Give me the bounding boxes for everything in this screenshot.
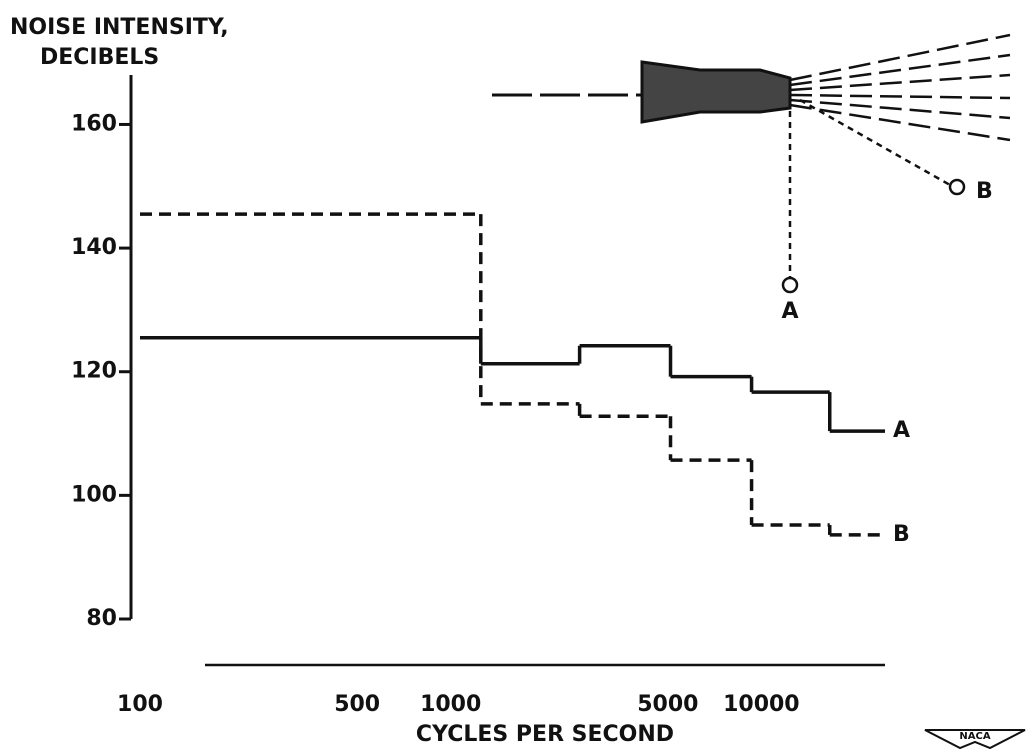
y-tick-label: 80 (86, 606, 117, 631)
jet-nozzle (640, 60, 792, 124)
x-tick-label: 500 (334, 692, 380, 717)
x-tick-label: 5000 (637, 692, 698, 717)
mic-point (948, 178, 966, 196)
y-axis-label: NOISE INTENSITY, (10, 15, 229, 40)
x-axis-label: CYCLES PER SECOND (416, 722, 674, 747)
series-label: B (893, 522, 910, 547)
y-axis-label: DECIBELS (40, 45, 159, 70)
x-tick-label: 10000 (723, 692, 800, 717)
jet-plume (789, 33, 1011, 142)
y-tick-label: 100 (71, 482, 117, 507)
logo-text: NACA (959, 731, 990, 742)
y-tick-label: 120 (71, 359, 117, 384)
diagram-label: B (976, 179, 993, 204)
x-tick-label: 1000 (420, 692, 481, 717)
leader-line (799, 98, 951, 187)
mic-point (781, 276, 799, 294)
y-tick-label: 160 (71, 111, 117, 136)
diagram-label: A (781, 299, 798, 324)
y-tick-label: 140 (71, 235, 117, 260)
series-label: A (893, 418, 910, 443)
x-tick-label: 100 (117, 692, 163, 717)
jet-diagram (492, 33, 1011, 294)
logo: NACA (924, 729, 1026, 750)
